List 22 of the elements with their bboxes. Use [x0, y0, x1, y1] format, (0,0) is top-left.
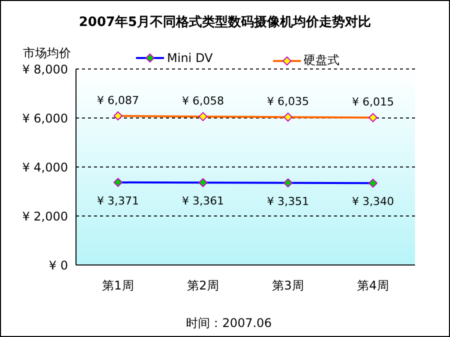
x-tick-label: 第2周: [187, 278, 219, 293]
y-tick-label: ¥ 4,000: [22, 160, 68, 174]
y-tick-label: ¥ 8,000: [22, 62, 68, 76]
y-axis-title: 市场均价: [23, 45, 71, 62]
x-tick-label: 第3周: [272, 278, 304, 293]
data-label: ¥ 3,371: [97, 194, 139, 208]
data-label: ¥ 6,035: [267, 95, 309, 108]
data-label: ¥ 3,361: [182, 194, 224, 208]
data-label: ¥ 6,015: [352, 96, 394, 109]
legend-label: 硬盘式: [304, 52, 340, 69]
y-tick-label: ¥ 2,000: [22, 209, 68, 224]
x-tick-label: 第1周: [102, 278, 134, 293]
data-label: ¥ 3,340: [352, 195, 394, 208]
x-tick-label: 第4周: [357, 278, 389, 293]
data-label: ¥ 6,058: [182, 94, 224, 108]
chart-title: 2007年5月不同格式类型数码摄像机均价走势对比: [78, 14, 372, 31]
y-tick-label: ¥ 6,000: [22, 111, 68, 126]
legend-label: Mini DV: [167, 51, 213, 65]
y-tick-label: ¥ 0: [48, 258, 68, 272]
data-label: ¥ 6,087: [97, 94, 139, 107]
data-label: ¥ 3,351: [267, 194, 309, 208]
text: 时间：2007.06: [186, 316, 272, 330]
